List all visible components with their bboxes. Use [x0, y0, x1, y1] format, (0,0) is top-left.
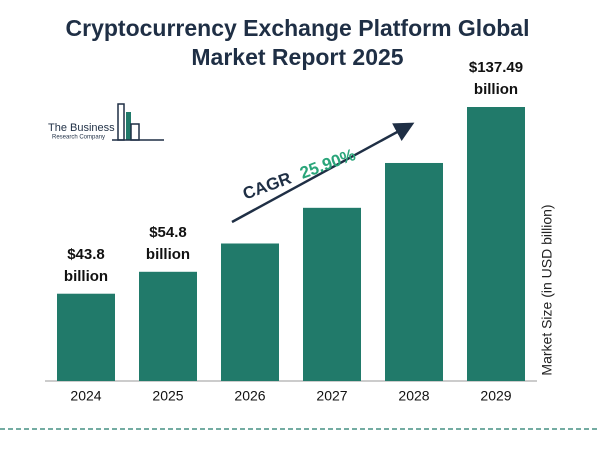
x-tick-label: 2025 [152, 388, 183, 404]
cagr: CAGR 25.90% [240, 146, 358, 204]
logo: The Business Research Company [48, 103, 164, 141]
x-tick-label: 2024 [70, 388, 101, 404]
bar [385, 162, 443, 381]
bar [221, 243, 279, 381]
logo-line2: Research Company [52, 135, 105, 141]
y-axis-label: Market Size (in USD billion) [539, 204, 555, 375]
bar [139, 271, 197, 381]
bar [303, 207, 361, 381]
x-tick-label: 2027 [316, 388, 347, 404]
chart-title: Cryptocurrency Exchange Platform Global … [65, 15, 530, 70]
x-tick-label: 2026 [234, 388, 265, 404]
cagr-label: CAGR [240, 169, 294, 204]
logo-line1: The Business [48, 122, 115, 134]
x-tick-label: 2028 [398, 388, 429, 404]
value-label: $137.49 billion [468, 59, 524, 98]
bar [467, 107, 525, 381]
cagr-value: 25.90% [298, 146, 359, 184]
x-tick-label: 2029 [480, 388, 511, 404]
value-label: $54.8 billion [145, 223, 191, 263]
value-label: $43.8 billion [63, 245, 109, 285]
bar [57, 293, 115, 381]
cagr-arrow [231, 122, 415, 224]
